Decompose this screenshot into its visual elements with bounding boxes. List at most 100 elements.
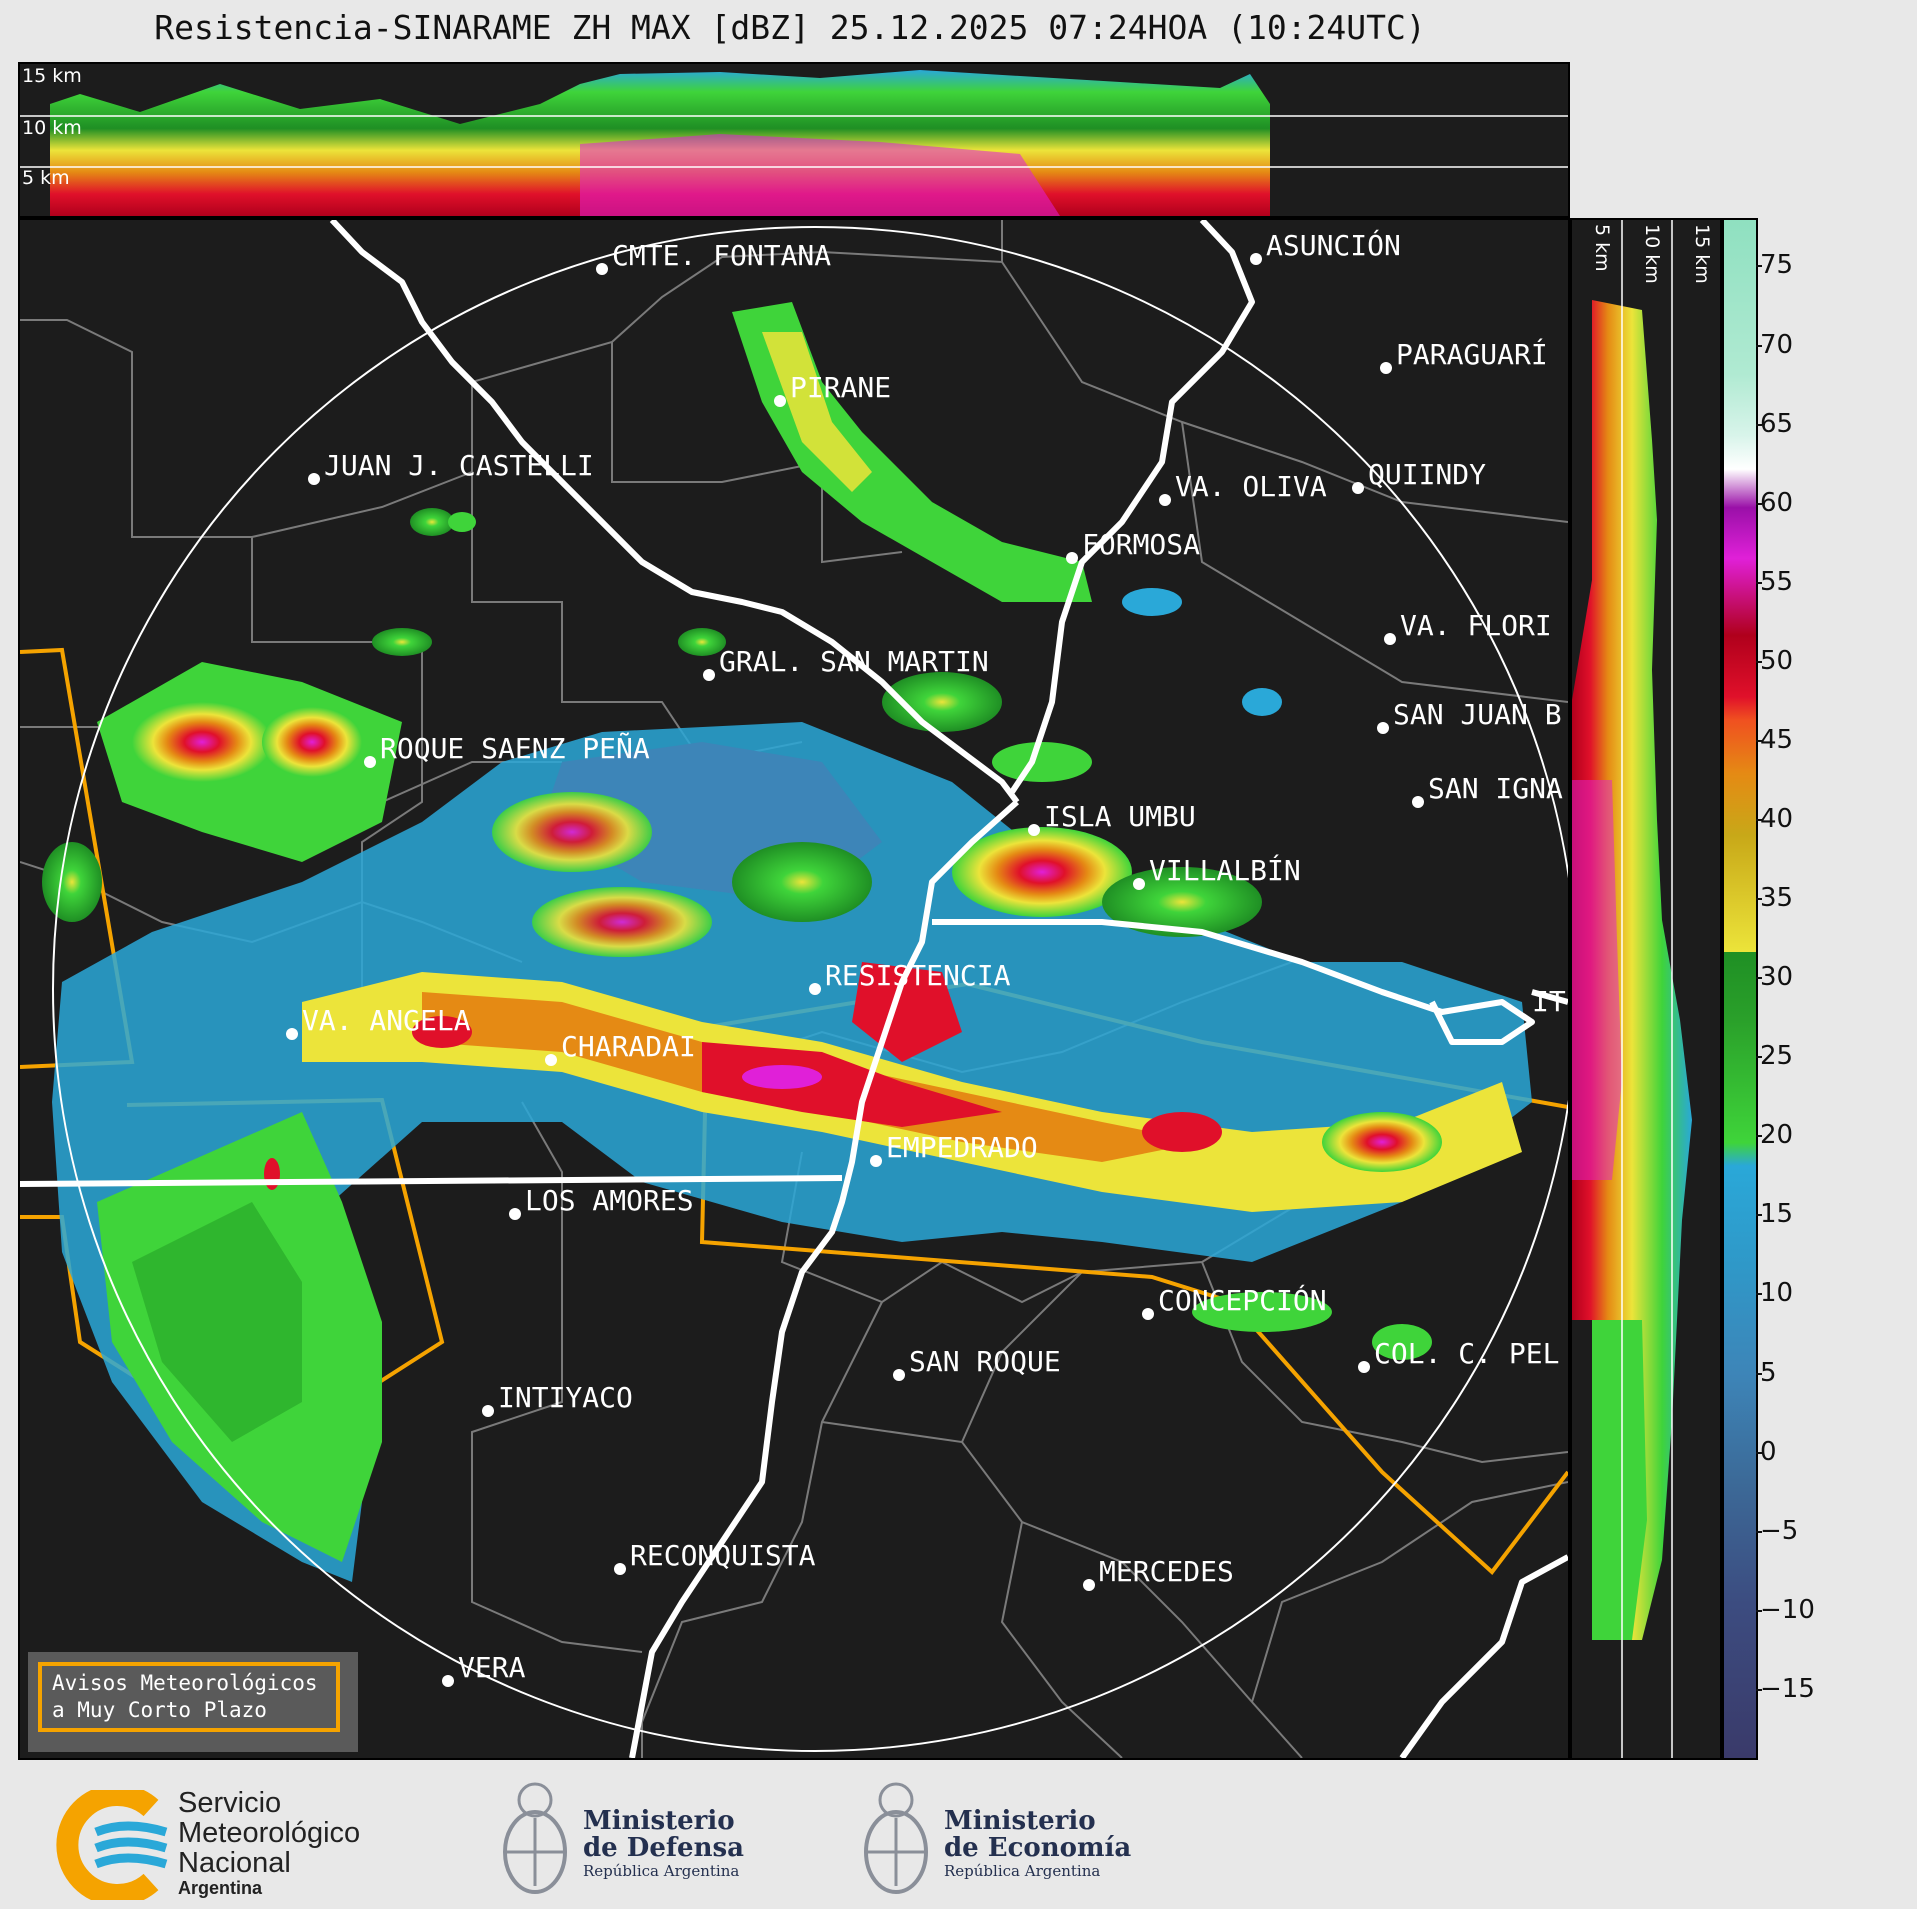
side-alt-15: 15 km xyxy=(1691,224,1713,284)
city-dot-va-flori xyxy=(1384,633,1396,645)
city-dot-va-oliva xyxy=(1159,494,1171,506)
city-dot-intiyaco xyxy=(482,1405,494,1417)
city-label-san-roque: SAN ROQUE xyxy=(909,1345,1061,1378)
city-label-cmte-fontana: CMTE. FONTANA xyxy=(612,239,831,272)
smn-line3: Nacional xyxy=(178,1847,291,1879)
top-alt-15: 15 km xyxy=(22,65,82,87)
city-dot-charadai xyxy=(545,1054,557,1066)
city-label-formosa: FORMOSA xyxy=(1082,528,1200,561)
city-label-villalbin: VILLALBÍN xyxy=(1149,853,1301,887)
city-label-san-igna: SAN IGNA xyxy=(1428,772,1563,805)
top-cross-section: 15 km 10 km 5 km xyxy=(18,62,1570,218)
argentina-coat-of-arms-icon xyxy=(864,1782,928,1894)
city-label-juan-j-castelli: JUAN J. CASTELLI xyxy=(324,449,594,482)
colorbar-tick-label: 5 xyxy=(1756,1357,1777,1388)
city-dot-los-amores xyxy=(509,1208,521,1220)
range-ring xyxy=(52,226,1568,1752)
city-dot-va-angela xyxy=(286,1028,298,1040)
colorbar-tick-label: 20 xyxy=(1755,1120,1794,1151)
colorbar-tick-label: 40 xyxy=(1755,803,1794,834)
chart-title: Resistencia-SINARAME ZH MAX [dBZ] 25.12.… xyxy=(154,8,1426,47)
city-label-asuncion: ASUNCIÓN xyxy=(1266,228,1401,262)
colorbar-tick-label: −5 xyxy=(1755,1515,1799,1546)
colorbar-tick-label: 25 xyxy=(1755,1041,1794,1072)
argentina-coat-of-arms-icon xyxy=(503,1782,567,1894)
smn-line4: Argentina xyxy=(178,1878,263,1898)
defensa-sub: República Argentina xyxy=(583,1862,740,1880)
city-label-intiyaco: INTIYACO xyxy=(498,1381,633,1414)
city-label-roque-saenz-pena: ROQUE SAENZ PEÑA xyxy=(380,731,650,765)
city-label-concepcion: CONCEPCIÓN xyxy=(1158,1283,1327,1317)
side-echo-profile xyxy=(1572,300,1692,1640)
city-label-it: IT xyxy=(1532,985,1566,1018)
city-dot-san-igna xyxy=(1412,796,1424,808)
city-dot-juan-j-castelli xyxy=(308,473,320,485)
avisos-line1: Avisos Meteorológicos xyxy=(52,1671,318,1695)
city-label-empedrado: EMPEDRADO xyxy=(886,1131,1038,1164)
colorbar-tick-label: −15 xyxy=(1756,1673,1815,1704)
city-dot-reconquista xyxy=(614,1563,626,1575)
city-label-mercedes: MERCEDES xyxy=(1099,1555,1234,1588)
city-label-quiindy: QUIINDY xyxy=(1368,458,1486,491)
smn-emblem-icon xyxy=(56,1790,168,1900)
city-dot-paraguari xyxy=(1380,362,1392,374)
side-cross-section: 5 km 10 km 15 km xyxy=(1570,218,1722,1760)
colorbar-tick-label: −10 xyxy=(1756,1594,1815,1625)
city-label-vera: VERA xyxy=(458,1651,526,1684)
city-label-col-c-pel: COL. C. PEL xyxy=(1374,1337,1559,1370)
city-dot-empedrado xyxy=(870,1155,882,1167)
top-alt-5: 5 km xyxy=(22,167,70,189)
city-label-san-juan-b: SAN JUAN B xyxy=(1393,698,1562,731)
city-dot-villalbin xyxy=(1133,878,1145,890)
colorbar-tick-label: 50 xyxy=(1755,645,1794,676)
city-dot-cmte-fontana xyxy=(596,263,608,275)
economia-line2: de Economía xyxy=(944,1833,1132,1863)
city-dot-asuncion xyxy=(1250,253,1262,265)
city-dot-col-c-pel xyxy=(1358,1361,1370,1373)
colorbar-tick-label: 0 xyxy=(1756,1436,1777,1467)
city-dot-vera xyxy=(442,1675,454,1687)
city-label-gral-san-martin: GRAL. SAN MARTIN xyxy=(719,645,989,678)
dbz-colorbar xyxy=(1722,218,1758,1760)
city-label-resistencia: RESISTENCIA xyxy=(825,959,1011,992)
city-dot-isla-umbu xyxy=(1028,824,1040,836)
avisos-box[interactable]: Avisos Meteorológicos a Muy Corto Plazo xyxy=(28,1652,358,1752)
side-alt-10: 10 km xyxy=(1641,224,1663,284)
colorbar-tick-label: 55 xyxy=(1755,566,1794,597)
city-dot-concepcion xyxy=(1142,1308,1154,1320)
economia-sub: República Argentina xyxy=(944,1862,1101,1880)
radar-map: CMTE. FONTANA ASUNCIÓN PARAGUARÍ PIRANE JUAN… xyxy=(18,218,1570,1760)
city-markers: CMTE. FONTANA ASUNCIÓN PARAGUARÍ PIRANE JUAN… xyxy=(286,228,1566,1687)
city-dot-san-roque xyxy=(893,1369,905,1381)
city-dot-roque-saenz-pena xyxy=(364,756,376,768)
city-dot-mercedes xyxy=(1083,1579,1095,1591)
side-alt-5: 5 km xyxy=(1591,224,1613,272)
city-dot-san-juan-b xyxy=(1377,722,1389,734)
defensa-line1: Ministerio xyxy=(583,1806,735,1836)
rivers xyxy=(20,220,1568,1758)
radar-echoes xyxy=(42,302,1532,1582)
city-label-va-angela: VA. ANGELA xyxy=(302,1004,471,1037)
city-dot-pirane xyxy=(774,395,786,407)
city-dot-gral-san-martin xyxy=(703,669,715,681)
city-label-reconquista: RECONQUISTA xyxy=(630,1539,816,1572)
city-label-isla-umbu: ISLA UMBU xyxy=(1044,800,1196,833)
city-label-va-flori: VA. FLORI xyxy=(1400,609,1552,642)
colorbar-tick-label: 45 xyxy=(1755,724,1794,755)
city-dot-resistencia xyxy=(809,983,821,995)
colorbar-tick-label: 15 xyxy=(1755,1199,1794,1230)
colorbar-tick-label: 65 xyxy=(1755,408,1794,439)
city-label-los-amores: LOS AMORES xyxy=(525,1184,694,1217)
city-dot-quiindy xyxy=(1352,482,1364,494)
defensa-line2: de Defensa xyxy=(583,1833,744,1863)
colorbar-tick-label: 30 xyxy=(1755,962,1794,993)
city-label-va-oliva: VA. OLIVA xyxy=(1175,470,1327,503)
city-label-charadai: CHARADAI xyxy=(561,1030,696,1063)
colorbar-tick-label: 75 xyxy=(1755,250,1794,281)
smn-line2: Meteorológico xyxy=(178,1817,361,1849)
colorbar-tick-label: 35 xyxy=(1755,883,1794,914)
avisos-line2: a Muy Corto Plazo xyxy=(52,1698,267,1722)
economia-line1: Ministerio xyxy=(944,1806,1096,1836)
city-dot-formosa xyxy=(1066,552,1078,564)
colorbar-tick-label: 60 xyxy=(1755,487,1794,518)
